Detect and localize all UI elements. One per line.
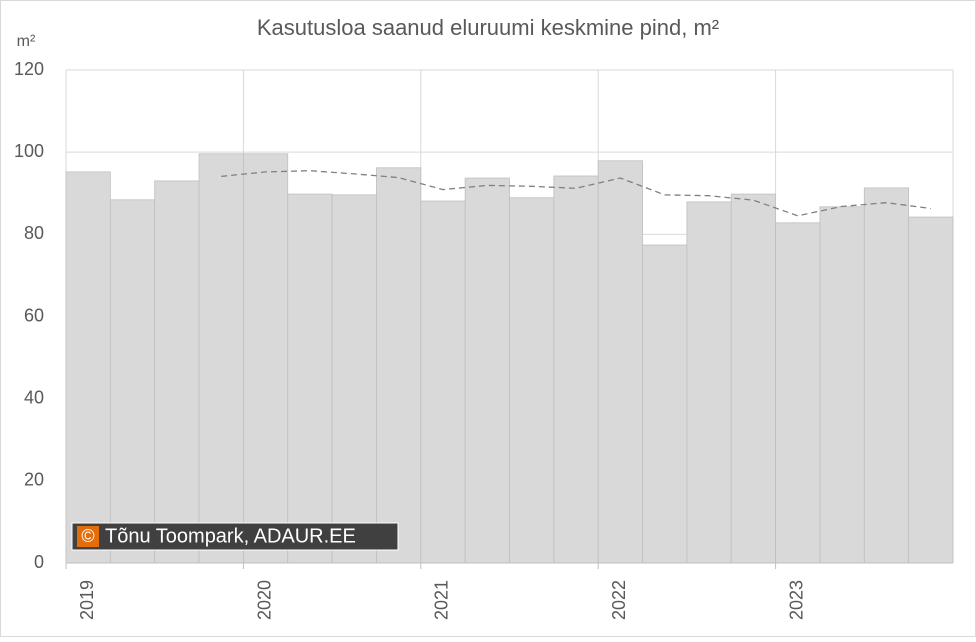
y-tick-label: 120 — [14, 59, 44, 79]
y-tick-label: 40 — [24, 387, 44, 407]
y-tick-label: 100 — [14, 141, 44, 161]
bar — [509, 197, 555, 564]
y-tick-label: 80 — [24, 223, 44, 243]
bar — [597, 160, 643, 564]
y-tick-label: 20 — [24, 470, 44, 490]
watermark-symbol: © — [81, 526, 94, 546]
bar — [109, 199, 156, 564]
bar — [242, 153, 289, 564]
watermark-badge — [77, 526, 99, 547]
watermark: © Tõnu Toompark, ADAUR.EE — [71, 522, 399, 551]
bar — [464, 177, 510, 564]
bar — [730, 193, 776, 564]
bar — [863, 187, 910, 564]
x-tick-label: 2022 — [609, 580, 629, 620]
x-tick-label: 2019 — [77, 580, 97, 620]
chart-title: Kasutusloa saanud eluruumi keskmine pind… — [257, 15, 719, 40]
x-tick-label: 2021 — [432, 580, 452, 620]
y-tick-label: 0 — [34, 552, 44, 572]
bar — [686, 201, 732, 564]
bar — [331, 194, 377, 564]
moving-average-line — [221, 170, 931, 217]
bar — [908, 216, 954, 564]
bar — [642, 244, 688, 564]
y-axis-unit: m² — [17, 33, 36, 50]
bar — [287, 193, 333, 564]
bar — [553, 175, 599, 564]
plot-area: 0 20 40 60 80 100 120 2019 2020 2021 2022 2023 — [14, 59, 954, 620]
bar — [154, 180, 200, 564]
bar — [198, 153, 244, 564]
bar — [775, 222, 821, 564]
bar — [420, 200, 466, 564]
watermark-text: Tõnu Toompark, ADAUR.EE — [105, 525, 356, 547]
y-tick-label: 60 — [24, 305, 44, 325]
watermark-box — [71, 522, 399, 551]
bar — [376, 167, 422, 564]
x-tick-label: 2020 — [254, 580, 274, 620]
x-tick-label: 2023 — [787, 580, 807, 620]
bar — [65, 171, 111, 564]
bar — [819, 206, 865, 564]
